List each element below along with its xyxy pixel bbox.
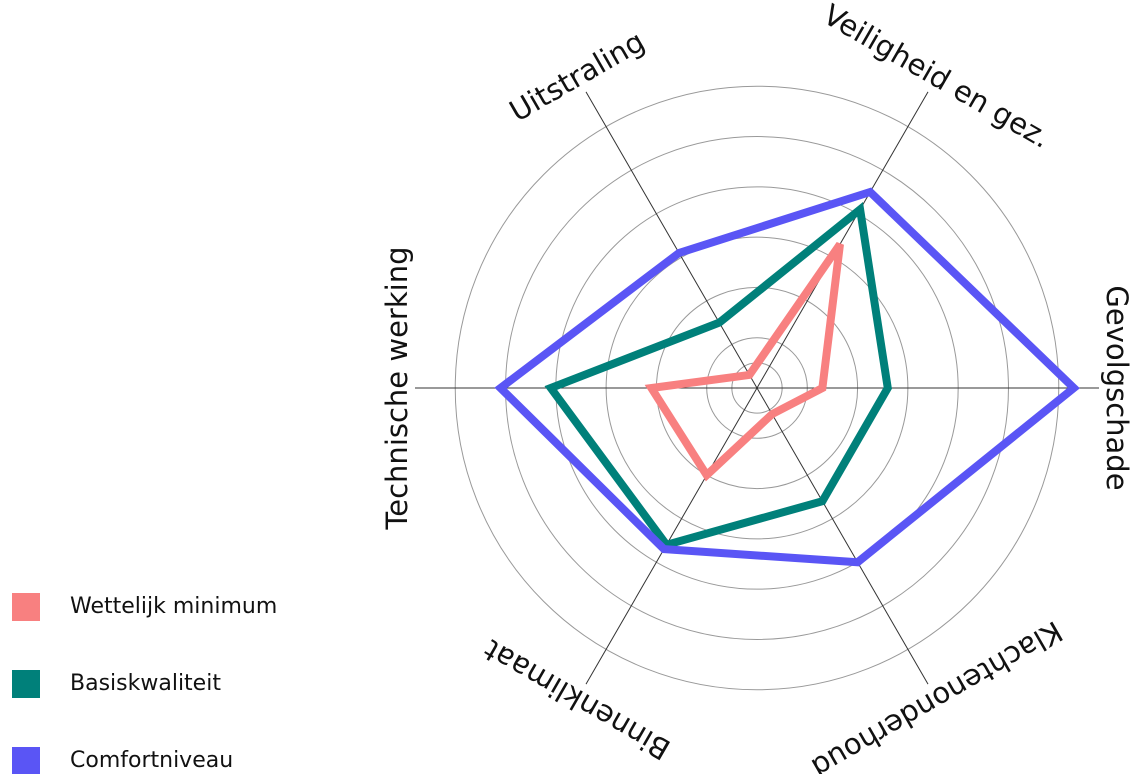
axis-spoke — [756, 91, 929, 389]
axis-label: Veiligheid en gez. — [818, 0, 1057, 155]
axis-label: Klachtenonderhoud — [806, 614, 1068, 774]
axis-label: Binnenklimaat — [478, 633, 676, 767]
axis-spoke — [585, 387, 758, 685]
legend-swatch — [12, 593, 40, 621]
legend-label: Basiskwaliteit — [70, 671, 221, 696]
axis-label: Uitstraling — [504, 24, 651, 128]
axis-label: Gevolgschade — [1100, 285, 1134, 490]
axis-spoke — [756, 387, 929, 685]
axis-label: Technische werking — [380, 246, 414, 530]
legend-label: Wettelijk minimum — [70, 594, 277, 619]
series-outline — [644, 241, 844, 482]
legend-label: Comfortniveau — [70, 748, 233, 773]
series-outline — [544, 201, 892, 550]
legend-swatch — [12, 747, 40, 775]
axis-spoke — [585, 91, 758, 389]
series-outline — [494, 187, 1080, 567]
legend-swatch — [12, 670, 40, 698]
